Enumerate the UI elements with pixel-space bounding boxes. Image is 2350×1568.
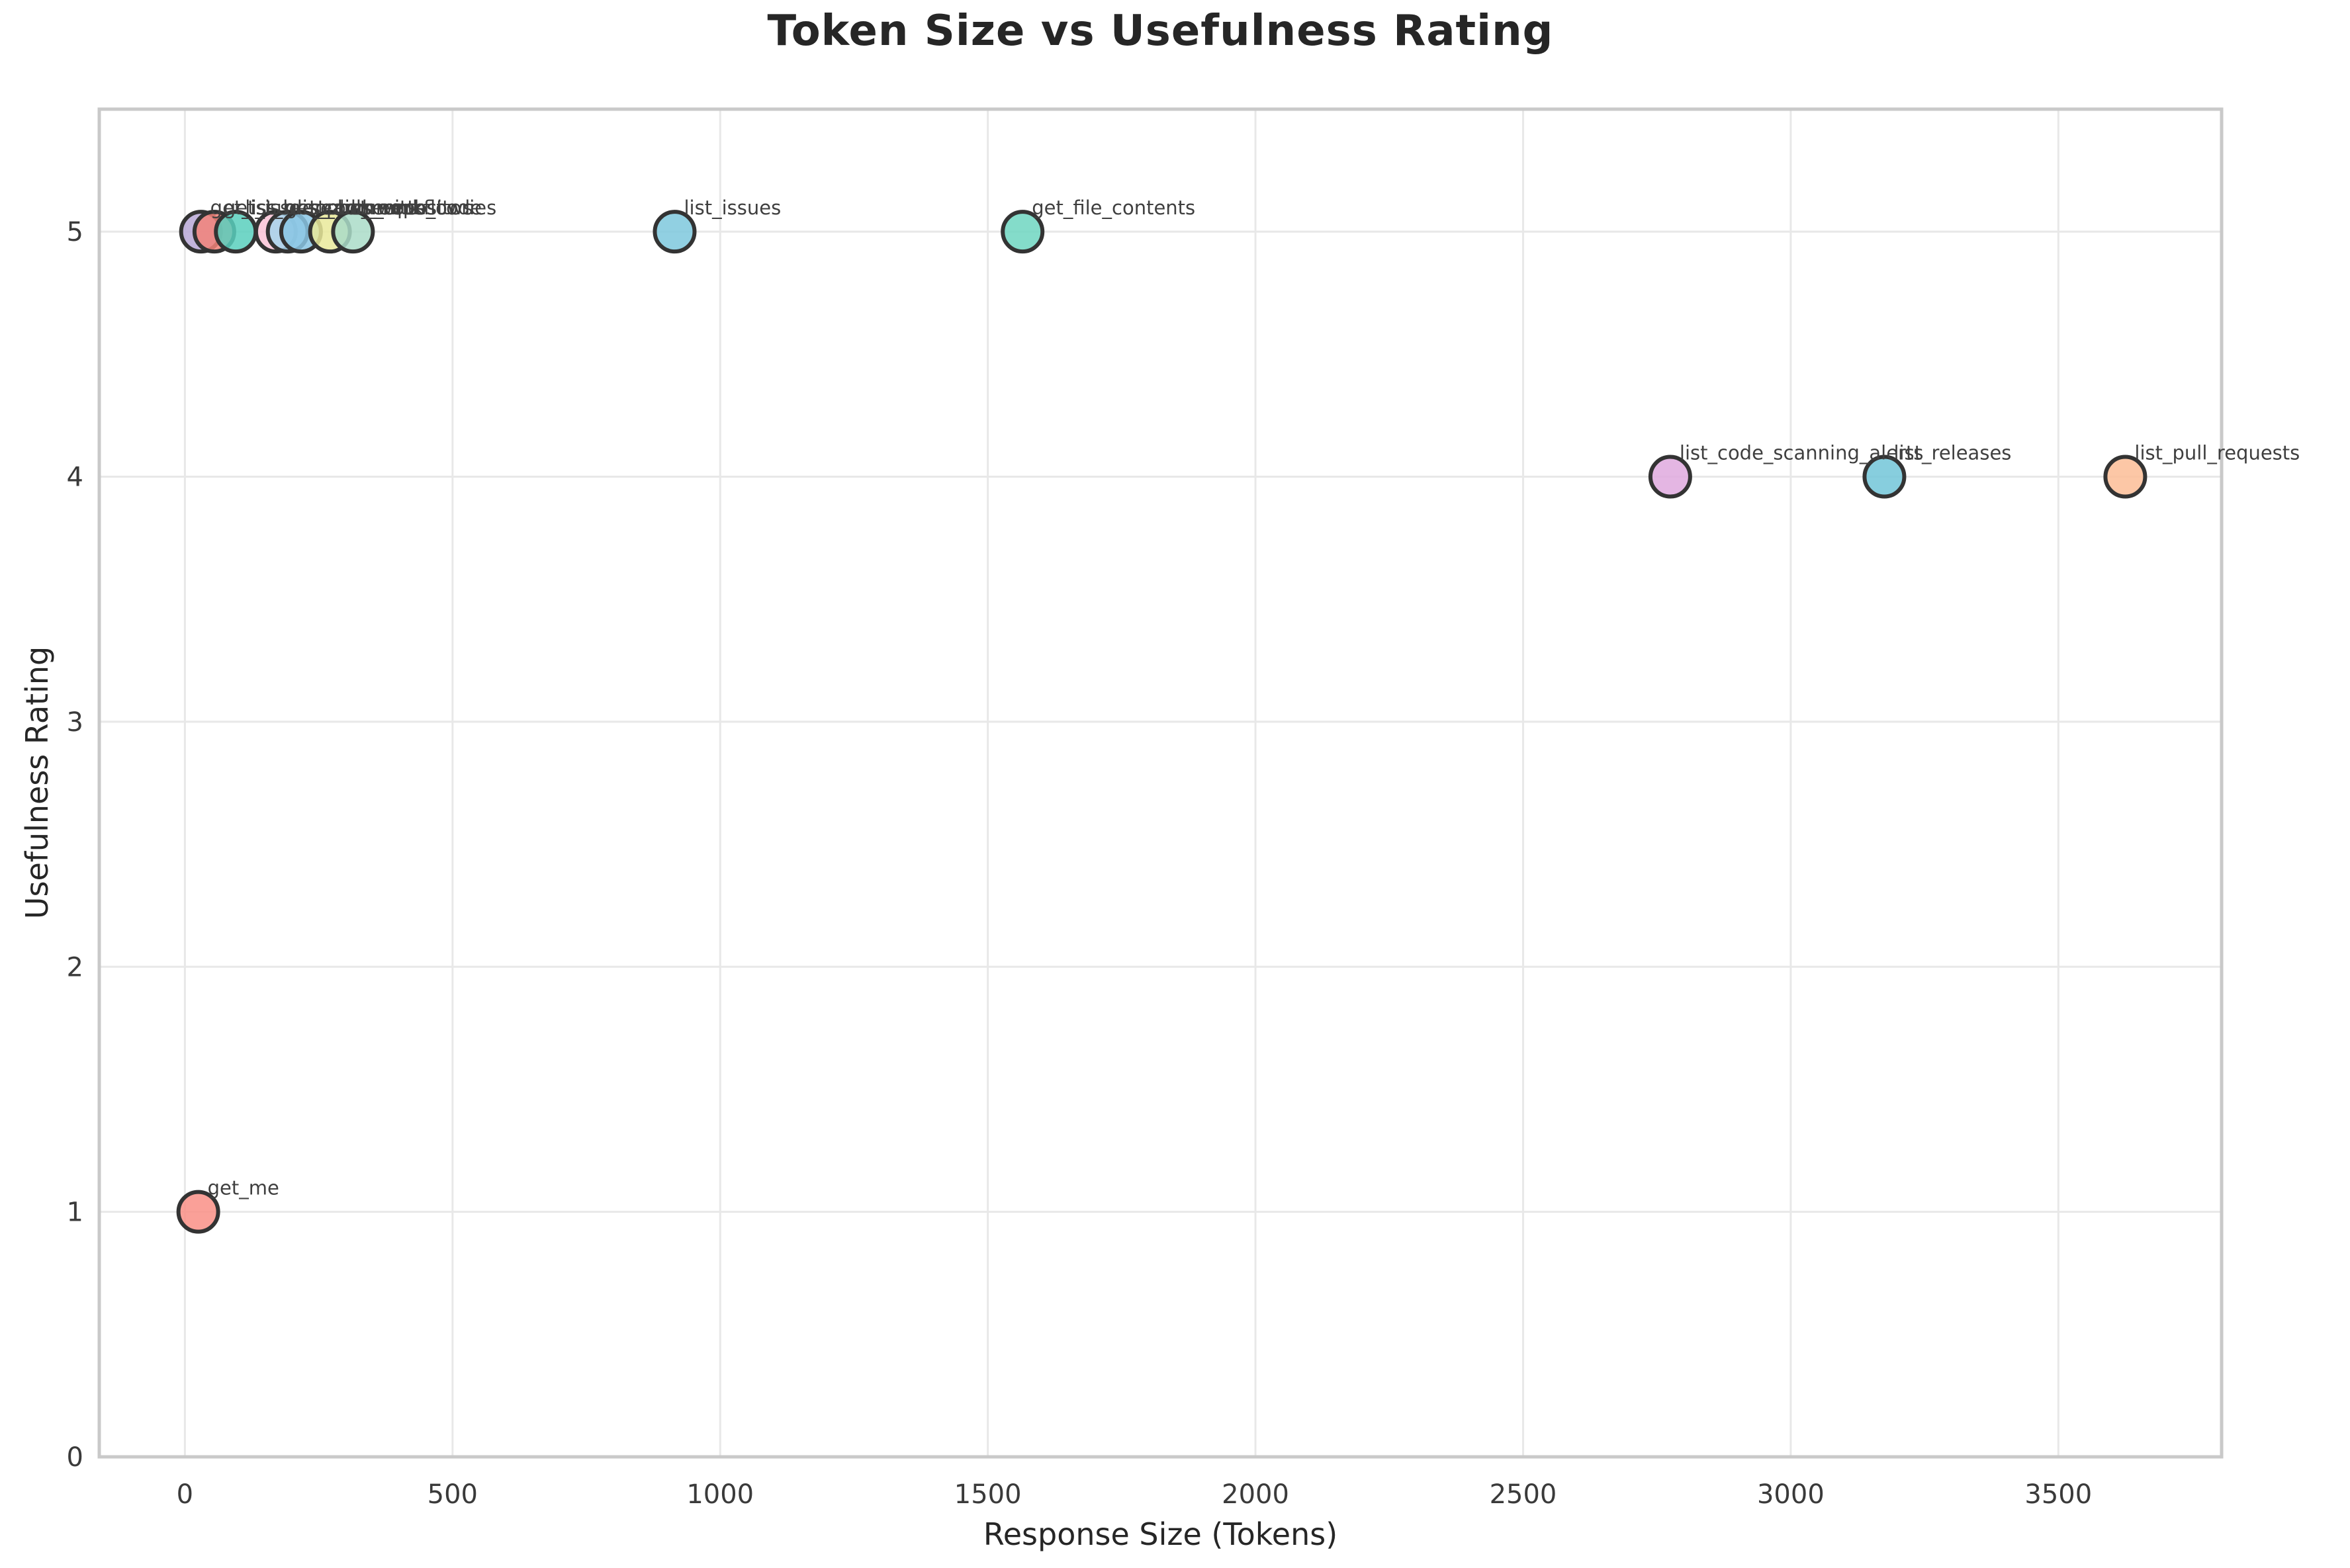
point-list_code_scanning_alerts — [1648, 455, 1692, 499]
x-tick-label-3500: 3500 — [2024, 1479, 2092, 1510]
point-label-list_code_scanning_alerts: list_code_scanning_alerts — [1680, 442, 1924, 464]
point-list_pull_requests — [2103, 455, 2147, 499]
x-tick-label-1000: 1000 — [686, 1479, 754, 1510]
point-label-get_file_contents: get_file_contents — [1032, 196, 1195, 219]
point-label-list_workflows: list_workflows — [339, 196, 473, 219]
y-tick-label-3: 3 — [67, 707, 83, 738]
chart-title: Token Size vs Usefulness Rating — [767, 7, 1554, 56]
point-label-list_branches: list_branches — [245, 196, 371, 219]
x-tick-label-1500: 1500 — [954, 1479, 1022, 1510]
point-label-get_me: get_me — [208, 1177, 279, 1199]
point-label-get_pull_request: get_pull_request — [285, 196, 444, 219]
point-label-search_code: search_code — [362, 196, 482, 219]
point-get_me — [176, 1190, 220, 1234]
point-label-get_issue: get_issue — [210, 196, 301, 219]
y-tick-label-1: 1 — [67, 1198, 83, 1228]
point-list_issues — [653, 210, 697, 254]
point-label-list_commits: list_commits — [297, 196, 418, 219]
y-tick-label-4: 4 — [67, 462, 83, 493]
point-get_file_contents — [1001, 210, 1045, 254]
axes-spines — [97, 107, 2224, 1459]
point-label-get_issue_comments: get_issue_comments — [224, 196, 425, 219]
x-tick-label-0: 0 — [177, 1479, 193, 1510]
point-label-list_issues: list_issues — [684, 196, 781, 219]
x-tick-label-3000: 3000 — [1757, 1479, 1825, 1510]
point-label-search_repositories: search_repositories — [310, 196, 496, 219]
x-tick-label-500: 500 — [428, 1479, 478, 1510]
point-label-list_pull_requests: list_pull_requests — [2134, 442, 2300, 464]
y-tick-label-2: 2 — [67, 952, 83, 982]
y-tick-label-0: 0 — [67, 1442, 83, 1473]
point-label-list_releases: list_releases — [1893, 442, 2011, 464]
y-tick-label-5: 5 — [67, 217, 83, 247]
point-search_code — [331, 210, 375, 254]
x-tick-label-2000: 2000 — [1222, 1479, 1289, 1510]
x-tick-label-2500: 2500 — [1490, 1479, 1557, 1510]
x-axis-label: Response Size (Tokens) — [983, 1516, 1338, 1552]
point-list_releases — [1862, 455, 1907, 499]
